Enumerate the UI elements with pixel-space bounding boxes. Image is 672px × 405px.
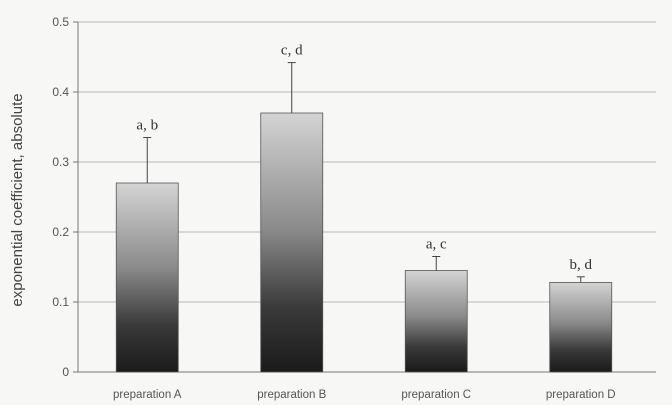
bar-preparation-a <box>115 182 179 373</box>
x-tick-label: preparation A <box>113 389 182 401</box>
bar-preparation-d <box>549 281 613 373</box>
y-tick-label: 0.1 <box>52 295 69 309</box>
y-tick-label: 0.3 <box>52 155 69 169</box>
y-tick-label: 0 <box>62 365 69 379</box>
labels: 0 0.1 0.2 0.3 0.4 0.5 a, b preparation A c, d pre… <box>52 15 615 401</box>
bar-annotation: a, b <box>136 118 158 134</box>
bar-preparation-c <box>404 270 468 373</box>
y-axis-label: exponential coefficient, absolute <box>9 93 26 306</box>
y-tick-label: 0.4 <box>52 85 69 99</box>
x-tick-label: preparation C <box>401 389 471 401</box>
x-tick-label: preparation B <box>257 389 326 401</box>
y-tick-label: 0.5 <box>52 15 69 29</box>
bar-annotation: a, c <box>426 237 447 253</box>
x-tick-label: preparation D <box>546 389 616 401</box>
bars <box>115 62 613 373</box>
bar-preparation-b <box>260 112 324 373</box>
bar-annotation: c, d <box>281 43 303 59</box>
bar-annotation: b, d <box>570 257 593 273</box>
y-tick-label: 0.2 <box>52 225 69 239</box>
